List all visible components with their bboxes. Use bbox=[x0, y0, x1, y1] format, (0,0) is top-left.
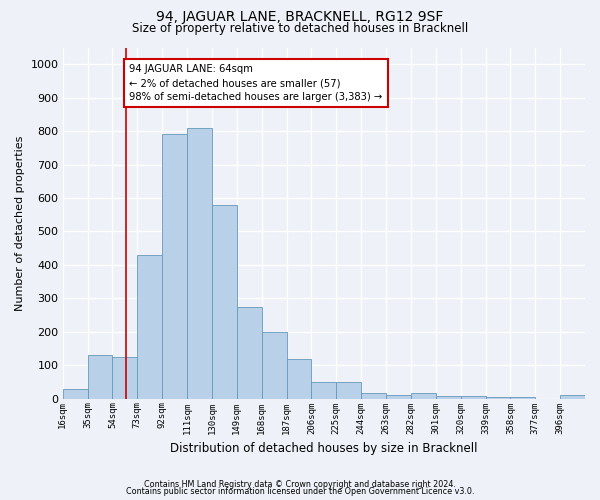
Bar bbox=[461, 396, 485, 398]
Bar bbox=[88, 355, 112, 399]
Bar bbox=[287, 358, 311, 399]
Bar bbox=[137, 255, 162, 398]
Bar bbox=[262, 332, 287, 398]
Text: Contains HM Land Registry data © Crown copyright and database right 2024.: Contains HM Land Registry data © Crown c… bbox=[144, 480, 456, 489]
Bar bbox=[162, 134, 187, 398]
Bar bbox=[212, 204, 237, 398]
Bar bbox=[336, 382, 361, 398]
Text: 94, JAGUAR LANE, BRACKNELL, RG12 9SF: 94, JAGUAR LANE, BRACKNELL, RG12 9SF bbox=[157, 10, 443, 24]
Text: Contains public sector information licensed under the Open Government Licence v3: Contains public sector information licen… bbox=[126, 487, 474, 496]
Text: Size of property relative to detached houses in Bracknell: Size of property relative to detached ho… bbox=[132, 22, 468, 35]
Bar bbox=[386, 394, 411, 398]
X-axis label: Distribution of detached houses by size in Bracknell: Distribution of detached houses by size … bbox=[170, 442, 478, 455]
Bar bbox=[63, 388, 88, 398]
Bar bbox=[485, 397, 511, 398]
Bar bbox=[311, 382, 336, 398]
Bar bbox=[187, 128, 212, 398]
Bar bbox=[112, 357, 137, 399]
Bar bbox=[237, 306, 262, 398]
Text: 94 JAGUAR LANE: 64sqm
← 2% of detached houses are smaller (57)
98% of semi-detac: 94 JAGUAR LANE: 64sqm ← 2% of detached h… bbox=[130, 64, 383, 102]
Bar bbox=[560, 394, 585, 398]
Bar bbox=[411, 392, 436, 398]
Bar bbox=[361, 392, 386, 398]
Bar bbox=[436, 396, 461, 398]
Y-axis label: Number of detached properties: Number of detached properties bbox=[15, 136, 25, 311]
